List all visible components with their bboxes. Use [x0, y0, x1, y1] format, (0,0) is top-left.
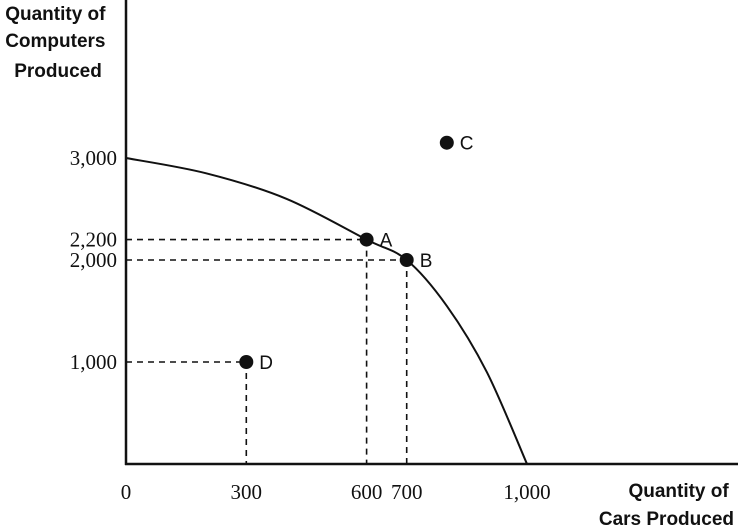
point-a [359, 232, 374, 247]
data-points: A B C D [239, 134, 474, 374]
y-tick-label: 2,200 [70, 228, 117, 252]
point-d [239, 355, 254, 369]
point-c [439, 135, 454, 150]
x-axis-title-line-2: Cars Produced [599, 509, 734, 530]
point-label-b: B [420, 251, 433, 272]
x-tick-label: 0 [121, 480, 132, 504]
x-tick-label: 700 [391, 480, 423, 504]
x-tick-label: 300 [231, 480, 263, 504]
point-label-d: D [259, 353, 273, 374]
production-possibilities-frontier [125, 157, 528, 465]
guides-layer [126, 238, 408, 464]
x-axis-title: Quantity of Cars Produced [599, 481, 734, 530]
point-b [399, 253, 414, 267]
x-axis-title-line-1: Quantity of [628, 481, 729, 502]
x-tick-label: 1,000 [503, 480, 550, 504]
y-axis-title: Quantity of Computers Produced [5, 4, 111, 82]
y-tick-label: 1,000 [70, 350, 117, 374]
y-axis-title-line-3: Produced [14, 61, 102, 82]
point-label-c: C [460, 134, 474, 155]
y-axis-title-line-2: Computers [5, 31, 105, 52]
y-tick-label: 3,000 [70, 146, 117, 170]
point-label-a: A [380, 231, 393, 252]
y-axis-title-line-1: Quantity of [5, 4, 106, 25]
y-tick-label: 2,000 [70, 248, 117, 272]
x-tick-label: 600 [351, 480, 383, 504]
